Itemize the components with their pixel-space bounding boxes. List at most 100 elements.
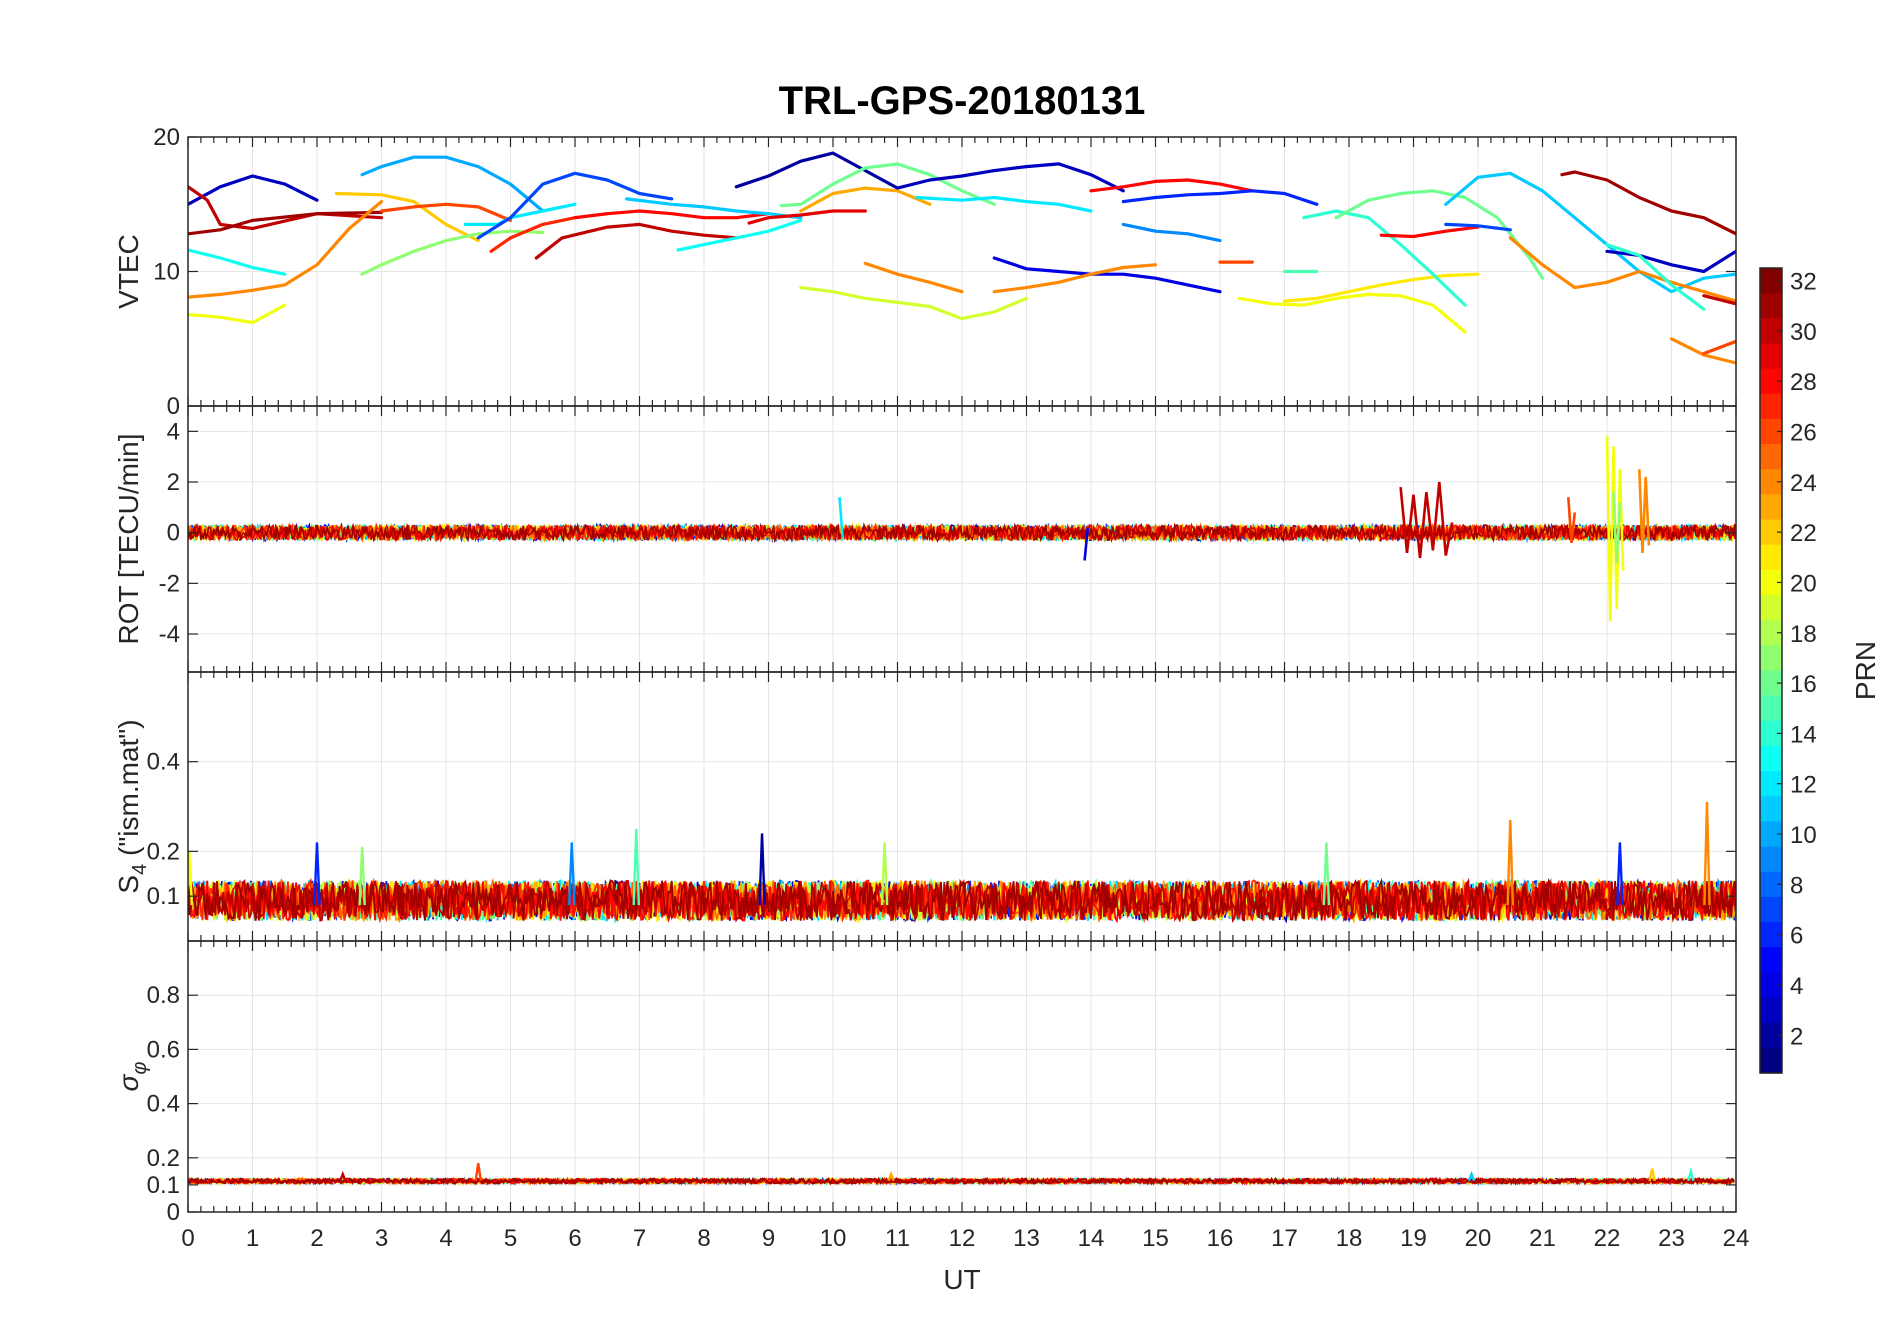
sigma-spike-prn-23 (887, 1170, 895, 1182)
sigma-spike-prn-14 (1687, 1166, 1695, 1182)
colorbar-tick-label: 8 (1790, 872, 1803, 899)
rot-noise-prn-31 (188, 522, 1736, 543)
vtec-series-prn-13 (188, 248, 287, 276)
y-tick-label: 0.2 (147, 838, 180, 865)
vtec-series-prn-12 (915, 195, 1093, 213)
x-tick-label: 19 (1400, 1225, 1427, 1252)
x-tick-label: 12 (949, 1225, 976, 1252)
colorbar-swatch (1760, 569, 1782, 596)
y-axis-label-1: VTEC (113, 234, 144, 309)
colorbar-swatch (1760, 494, 1782, 521)
sigma-spike-prn-22 (1648, 1168, 1656, 1182)
vtec-series-prn-31 (188, 210, 384, 236)
plot-area-1 (188, 151, 1736, 365)
colorbar-tick-label: 12 (1790, 772, 1817, 799)
colorbar-tick-label: 4 (1790, 973, 1803, 1000)
x-tick-label: 24 (1723, 1225, 1750, 1252)
panel-2: -4 -2 0 2 4 ROT [TECU/min] (113, 405, 1737, 673)
y-tick-label: 10 (153, 259, 180, 286)
x-tick-label: 3 (375, 1225, 388, 1252)
vtec-series-prn-4 (992, 256, 1222, 294)
colorbar-swatch (1760, 997, 1782, 1024)
colorbar-swatch (1760, 469, 1782, 496)
vtec-series-prn-3 (1605, 249, 1736, 274)
vtec-series-prn-13 (676, 218, 803, 252)
x-tick-label: 7 (633, 1225, 646, 1252)
x-tick-label: 8 (697, 1225, 710, 1252)
y-axis-label-sub: 4 (129, 864, 151, 875)
colorbar-swatch (1760, 418, 1782, 445)
vtec-series-prn-28 (1379, 225, 1480, 239)
panel-1: 0 10 20 VTEC (113, 124, 1737, 420)
vtec-series-prn-24 (188, 200, 384, 299)
rot-spike-prn-12 (838, 497, 844, 538)
y-axis-label-2: ROT [TECU/min] (113, 433, 144, 644)
vtec-series-prn-14 (1605, 243, 1706, 311)
vtec-series-prn-24 (992, 263, 1158, 294)
vtec-series-prn-24 (863, 261, 964, 294)
colorbar-swatch (1760, 796, 1782, 823)
vtec-series-prn-6 (1121, 189, 1319, 206)
colorbar-swatch (1760, 896, 1782, 923)
s4-spike-prn-18 (880, 842, 889, 906)
colorbar-label: PRN (1850, 641, 1881, 700)
y-tick-label: 0.4 (147, 1091, 180, 1118)
colorbar-swatch (1760, 595, 1782, 621)
colorbar-swatch (1760, 947, 1782, 973)
y-tick-label: -2 (159, 570, 180, 597)
colorbar-swatch (1760, 645, 1782, 672)
vtec-series-prn-26 (379, 202, 513, 222)
vtec-series-prn-17 (360, 229, 545, 276)
colorbar-tick-label: 26 (1790, 420, 1817, 447)
vtec-series-prn-9 (1121, 222, 1222, 243)
chart-title: TRL-GPS-20180131 (779, 79, 1146, 123)
s4-noise-prn-30 (188, 877, 1736, 923)
x-tick-label: 2 (310, 1225, 323, 1252)
vtec-series-prn-19 (799, 286, 1029, 321)
plot-area-2 (188, 436, 1736, 622)
colorbar-swatch (1760, 1022, 1782, 1049)
vtec-series-prn-7 (1444, 222, 1512, 232)
vtec-series-prn-7 (476, 171, 674, 240)
y-tick-label: 20 (153, 124, 180, 151)
y-tick-label: 0 (167, 393, 180, 420)
x-tick-label: 14 (1078, 1225, 1105, 1252)
colorbar-swatch (1760, 343, 1782, 370)
vtec-series-prn-22 (334, 191, 480, 243)
x-tick-label: 9 (762, 1225, 775, 1252)
vtec-series-prn-10 (360, 155, 545, 213)
y-tick-label: 0.1 (147, 883, 180, 910)
x-axis-label: UT (943, 1264, 980, 1295)
s4-spike-prn-9 (567, 842, 576, 906)
colorbar-tick-label: 32 (1790, 269, 1817, 296)
x-tick-label: 15 (1142, 1225, 1169, 1252)
rot-spike-prn-30 (1399, 481, 1454, 559)
colorbar-tick-label: 2 (1790, 1023, 1803, 1050)
sigma-spike-prn-30 (339, 1170, 347, 1182)
vtec-series-prn-14 (1302, 209, 1467, 307)
colorbar-swatch (1760, 922, 1782, 948)
sigma-spike-prn-11 (1467, 1170, 1476, 1182)
y-axis-label-main: S (113, 875, 144, 894)
plot-area-3 (188, 801, 1736, 925)
vtec-series-prn-28 (1089, 178, 1254, 193)
s4-noise-prn-31 (188, 877, 1736, 922)
x-tick-label: 18 (1336, 1225, 1363, 1252)
vtec-series-prn-24 (1508, 236, 1736, 303)
vtec-series-prn-23 (799, 186, 932, 213)
y-tick-label: 0.8 (147, 982, 180, 1009)
x-tick-label: 5 (504, 1225, 517, 1252)
y-tick-label: 2 (167, 469, 180, 496)
vtec-series-prn-3 (188, 174, 319, 206)
y-tick-label: 0.6 (147, 1036, 180, 1063)
sigma-noise-prn-31 (188, 1176, 1735, 1186)
vtec-series-prn-20 (1237, 292, 1467, 334)
y-axis-label-main: σ (113, 1073, 144, 1091)
x-tick-label: 20 (1465, 1225, 1492, 1252)
vtec-series-prn-28 (573, 209, 771, 220)
colorbar-swatch (1760, 745, 1782, 772)
colorbar-tick-label: 18 (1790, 621, 1817, 648)
y-tick-label: 4 (167, 418, 180, 445)
s4-spike-prn-24 (1703, 801, 1711, 906)
